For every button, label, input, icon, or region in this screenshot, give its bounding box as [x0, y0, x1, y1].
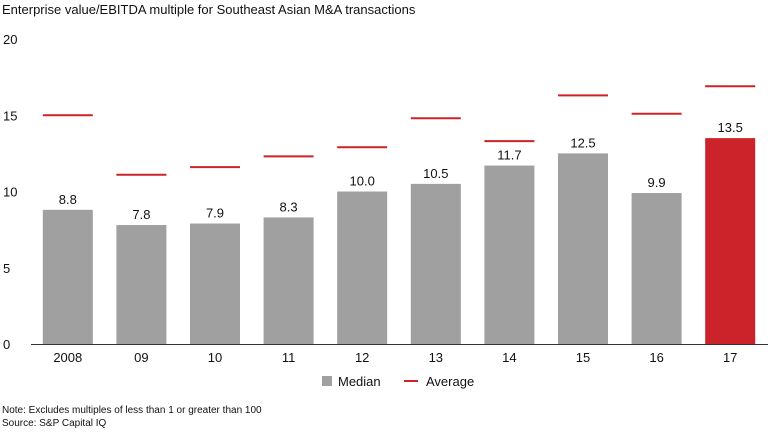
median-bar	[631, 193, 682, 344]
median-bar	[42, 209, 93, 344]
chart-title: Enterprise value/EBITDA multiple for Sou…	[2, 2, 416, 17]
median-bar	[263, 217, 314, 344]
chart-plot: 0 5 10 15 20 8.8 2008 7.8 09 7.9 10 8.3 11 10.0 12 10.5…	[3, 32, 768, 389]
y-tick-label: 20	[3, 32, 17, 47]
median-bar	[190, 223, 240, 344]
median-bar	[558, 153, 608, 344]
data-label: 10.0	[350, 174, 375, 189]
x-tick-label: 13	[429, 350, 443, 365]
data-label: 10.5	[423, 166, 448, 181]
data-label: 13.5	[718, 120, 743, 135]
x-tick-label: 15	[576, 350, 590, 365]
y-tick-label: 10	[3, 185, 17, 200]
median-bar	[337, 191, 388, 344]
y-tick-label: 15	[3, 108, 17, 123]
x-tick-label: 16	[649, 350, 663, 365]
data-label: 11.7	[497, 148, 521, 163]
data-label: 7.9	[206, 206, 224, 221]
y-tick-label: 0	[3, 337, 10, 352]
x-tick-label: 2008	[53, 350, 82, 365]
legend-median-label: Median	[338, 374, 381, 389]
x-tick-label: 12	[355, 350, 369, 365]
data-label: 7.8	[132, 207, 150, 222]
x-tick-label: 14	[502, 350, 516, 365]
median-bar	[116, 225, 167, 344]
median-bar	[705, 138, 756, 344]
x-tick-label: 17	[723, 350, 737, 365]
y-tick-label: 5	[3, 261, 10, 276]
note-text: Note: Excludes multiples of less than 1 …	[2, 405, 262, 416]
data-label: 12.5	[570, 135, 595, 150]
legend-median-swatch	[322, 376, 332, 386]
legend-average-label: Average	[426, 374, 474, 389]
data-label: 9.9	[648, 175, 666, 190]
data-label: 8.3	[280, 199, 298, 214]
x-tick-label: 11	[282, 350, 296, 365]
data-label: 8.8	[59, 192, 77, 207]
source-text: Source: S&P Capital IQ	[2, 418, 107, 429]
x-tick-label: 10	[208, 350, 222, 365]
x-tick-label: 09	[134, 350, 148, 365]
median-bar	[410, 183, 461, 344]
median-bar	[484, 165, 535, 344]
